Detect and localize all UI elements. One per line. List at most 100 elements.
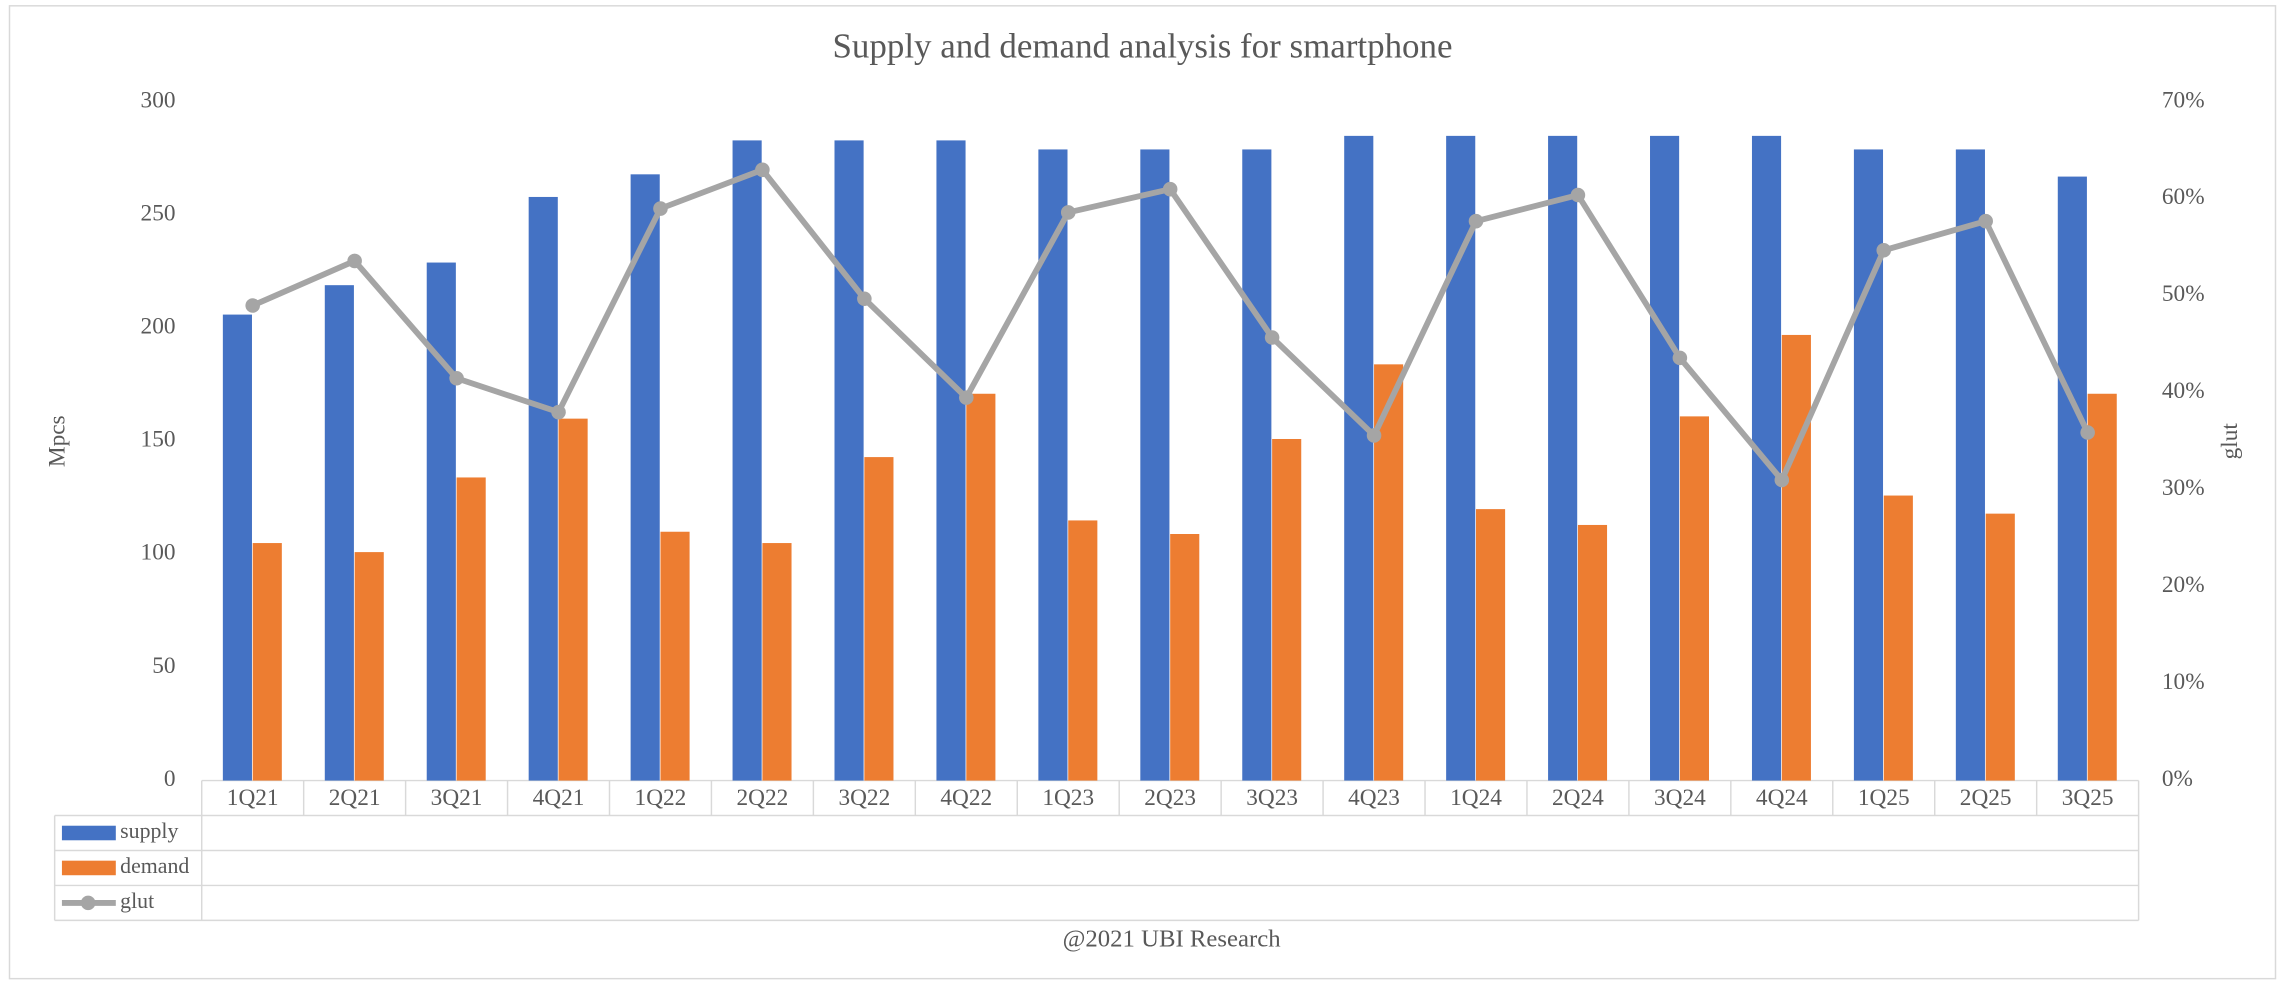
- line-point: [245, 298, 260, 313]
- bar: [2087, 393, 2117, 781]
- x-tick-label: 1Q25: [1858, 785, 1910, 811]
- x-tick-label: 3Q23: [1246, 785, 1298, 811]
- bar: [966, 393, 996, 781]
- line-point: [1264, 330, 1280, 345]
- bar: [1853, 149, 1884, 781]
- bar: [1985, 513, 2015, 781]
- bar: [252, 543, 282, 781]
- bar: [1446, 135, 1476, 781]
- x-tick-label: 3Q22: [838, 785, 890, 811]
- x-tick-label: 4Q24: [1756, 785, 1808, 811]
- line-point: [1366, 428, 1382, 443]
- y2-axis-label: glut: [2217, 423, 2243, 460]
- bar: [1068, 520, 1098, 781]
- y2-tick-label: 30%: [2162, 475, 2205, 501]
- line-point: [1468, 213, 1484, 229]
- legend-label: glut: [120, 889, 154, 913]
- bar: [1781, 334, 1811, 781]
- x-tick-label: 3Q24: [1654, 785, 1706, 811]
- x-tick-label: 2Q25: [1960, 785, 2012, 811]
- bar: [1272, 438, 1302, 781]
- bar: [528, 196, 558, 781]
- bar: [354, 552, 384, 781]
- y-tick-label: 100: [141, 540, 176, 566]
- line-point: [1672, 350, 1688, 366]
- y-tick-label: 50: [152, 653, 175, 679]
- y-tick-label: 200: [141, 313, 176, 339]
- bar: [2057, 176, 2087, 781]
- y2-tick-label: 20%: [2162, 572, 2205, 598]
- bar: [1955, 149, 1985, 781]
- bar: [1242, 149, 1272, 781]
- x-tick-label: 3Q21: [431, 785, 483, 811]
- bar: [732, 140, 762, 781]
- bar: [324, 285, 354, 781]
- x-tick-label: 2Q24: [1552, 785, 1604, 811]
- line-point: [755, 162, 770, 178]
- line-point: [2080, 425, 2095, 440]
- line-point: [347, 253, 362, 269]
- line-point: [1162, 181, 1178, 197]
- line-point: [551, 404, 566, 420]
- bar: [1883, 495, 1913, 781]
- bar: [834, 140, 864, 781]
- chart-border: [8, 5, 2277, 980]
- legend-label: supply: [120, 819, 178, 843]
- chart-title: Supply and demand analysis for smartphon…: [832, 27, 1452, 66]
- bar: [1548, 135, 1578, 781]
- y2-tick-label: 0%: [2162, 766, 2193, 792]
- legend-key: [80, 895, 96, 911]
- bar: [864, 457, 894, 781]
- x-tick-label: 4Q21: [533, 785, 585, 811]
- line-point: [1774, 472, 1790, 488]
- y2-tick-label: 40%: [2162, 378, 2205, 404]
- y-axis-label: Mpcs: [44, 415, 70, 467]
- x-tick-label: 3Q25: [2062, 785, 2114, 811]
- bar: [630, 174, 660, 781]
- y2-tick-label: 50%: [2162, 281, 2205, 307]
- line-point: [1876, 242, 1892, 258]
- y-tick-label: 0: [164, 766, 176, 792]
- bar: [222, 314, 252, 781]
- x-tick-label: 4Q23: [1348, 785, 1400, 811]
- line-point: [1570, 187, 1586, 203]
- line-point: [1978, 213, 1993, 229]
- bar: [1577, 524, 1608, 781]
- legend-label: demand: [120, 854, 189, 878]
- legend-key: [61, 825, 116, 841]
- y2-tick-label: 10%: [2162, 669, 2205, 695]
- x-tick-label: 4Q22: [940, 785, 992, 811]
- bar: [1475, 509, 1506, 781]
- bar: [1344, 135, 1374, 781]
- line-point: [653, 201, 668, 216]
- x-tick-label: 1Q21: [227, 785, 279, 811]
- bar: [762, 543, 792, 781]
- bar: [426, 262, 456, 781]
- y-tick-label: 300: [141, 87, 176, 113]
- line-point: [449, 370, 464, 386]
- x-tick-label: 1Q24: [1450, 785, 1502, 811]
- line-point: [1060, 205, 1076, 220]
- line-point: [857, 291, 872, 307]
- source: @2021 UBI Research: [1063, 925, 1282, 952]
- line-point: [959, 390, 974, 405]
- bar: [1650, 135, 1680, 781]
- bar: [456, 477, 486, 781]
- legend-key: [61, 860, 116, 876]
- bar: [1140, 149, 1170, 781]
- bar: [1170, 534, 1200, 781]
- bar: [1679, 416, 1709, 781]
- x-tick-label: 2Q22: [737, 785, 789, 811]
- y2-tick-label: 60%: [2162, 184, 2205, 210]
- x-tick-label: 2Q23: [1144, 785, 1196, 811]
- bar: [558, 418, 588, 781]
- x-tick-label: 1Q23: [1042, 785, 1094, 811]
- bar: [660, 531, 690, 781]
- bar: [936, 140, 966, 781]
- y-tick-label: 150: [141, 427, 176, 453]
- y-tick-label: 250: [141, 200, 176, 226]
- x-tick-label: 2Q21: [329, 785, 381, 811]
- y2-tick-label: 70%: [2162, 87, 2205, 113]
